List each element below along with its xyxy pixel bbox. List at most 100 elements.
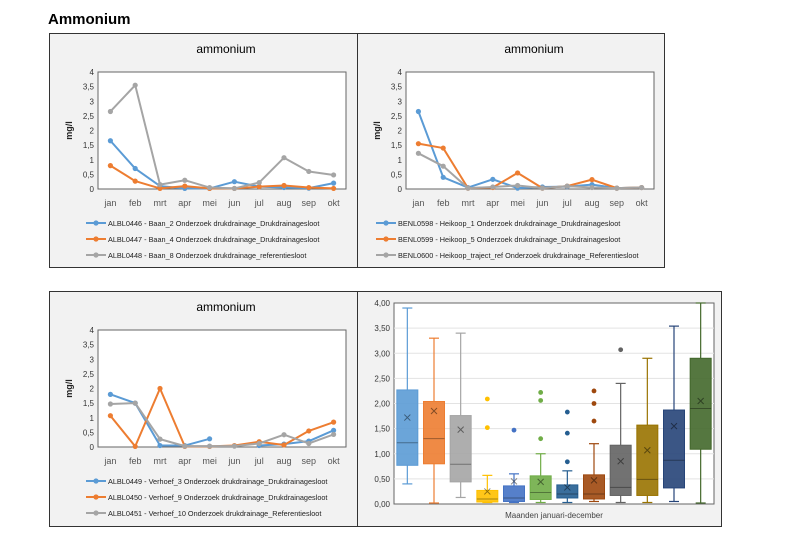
legend-label: ALBL0450 - Verhoef_9 Onderzoek drukdrain…: [108, 493, 327, 502]
box: [583, 474, 605, 500]
x-tick-label: apr: [486, 198, 499, 208]
data-point: [132, 178, 138, 184]
data-point: [490, 184, 496, 190]
y-tick-label: 1: [90, 156, 95, 165]
data-point: [107, 138, 113, 144]
mean-marker: [430, 407, 438, 415]
data-point: [231, 443, 237, 449]
x-tick-label: jul: [562, 198, 572, 208]
data-point: [564, 183, 570, 189]
box: [396, 389, 419, 466]
data-point: [639, 184, 645, 191]
outlier-point: [564, 459, 570, 465]
legend-marker: [93, 252, 99, 258]
y-tick-label: 1,50: [374, 425, 390, 434]
y-axis-label: mg/l: [64, 379, 74, 398]
data-point: [132, 400, 138, 406]
y-tick-label: 0: [398, 185, 403, 194]
data-point: [157, 442, 163, 449]
x-tick-label: jan: [103, 198, 116, 208]
data-point: [415, 150, 421, 156]
box: [636, 424, 659, 496]
line-chart-2: ammonium 0 0,5 1 1,5 2 2,5 3 3,5 4 mg/l jan feb mrt ap…: [372, 42, 655, 260]
legend-marker: [93, 478, 99, 484]
outlier-point: [484, 396, 490, 402]
data-point: [306, 428, 312, 434]
data-point: [515, 170, 521, 176]
mean-marker: [590, 477, 598, 484]
data-point: [440, 163, 446, 169]
box: [449, 415, 472, 483]
data-point: [107, 413, 113, 419]
y-tick-label: 2: [398, 127, 403, 136]
mean-marker: [697, 397, 705, 405]
series-line: [109, 140, 334, 190]
x-tick-label: apr: [178, 456, 191, 466]
legend-label: BENL0599 - Heikoop_5 Onderzoek drukdrain…: [398, 235, 620, 244]
y-tick-label: 1: [90, 414, 95, 423]
data-point: [157, 436, 163, 442]
data-point: [331, 427, 337, 433]
x-tick-label: mei: [202, 456, 217, 466]
mean-marker: [483, 488, 491, 495]
box: [503, 485, 525, 502]
legend-label: ALBL0449 - Verhoef_3 Onderzoek drukdrain…: [108, 477, 327, 486]
chart-panel-3: ammonium 0 0,5 1 1,5 2 2,5 3 3,5 4 mg/l jan feb mrt ap…: [49, 291, 358, 527]
data-point: [465, 185, 471, 191]
legend-label: BENL0598 - Heikoop_1 Onderzoek drukdrain…: [398, 219, 620, 228]
outlier-point: [538, 390, 544, 395]
y-tick-label: 3: [90, 97, 95, 106]
data-point: [132, 165, 138, 172]
box: [556, 484, 579, 499]
data-point: [107, 108, 113, 115]
box: [529, 475, 552, 500]
data-point: [231, 179, 237, 185]
y-tick-label: 4,00: [374, 299, 390, 308]
chart-title: ammonium: [504, 42, 563, 56]
outlier-point: [618, 347, 624, 353]
data-point: [490, 176, 496, 182]
data-point: [256, 440, 262, 447]
box-plot: 0,00 0,50 1,00 1,50 2,00 2,50 3,00 3,50 4,00 Maan…: [374, 299, 715, 520]
y-tick-label: 2,5: [83, 112, 95, 121]
data-point: [440, 145, 446, 151]
data-point: [107, 163, 113, 169]
x-tick-label: jun: [227, 456, 240, 466]
x-tick-label: jan: [411, 198, 424, 208]
data-point: [132, 443, 138, 450]
data-point: [331, 419, 337, 425]
chart-title: ammonium: [196, 42, 255, 56]
data-point: [256, 179, 262, 186]
y-tick-label: 3: [90, 355, 95, 364]
data-point: [107, 391, 113, 397]
y-tick-label: 1: [398, 156, 403, 165]
x-tick-label: mei: [202, 198, 217, 208]
series-line: [109, 84, 334, 190]
y-tick-label: 4: [90, 326, 95, 335]
x-tick-label: apr: [178, 198, 191, 208]
series-line: [110, 402, 334, 448]
y-tick-label: 2,5: [83, 370, 95, 379]
data-point: [614, 185, 620, 191]
y-tick-label: 0,5: [391, 170, 403, 179]
y-tick-label: 1,5: [391, 141, 403, 150]
data-point: [281, 432, 287, 438]
data-point: [440, 174, 446, 180]
data-point: [515, 182, 521, 189]
box: [609, 444, 632, 496]
legend-marker: [383, 220, 389, 226]
outlier-point: [484, 425, 490, 431]
legend-marker: [93, 510, 99, 516]
legend-label: ALBL0451 - Verhoef_10 Onderzoek drukdrai…: [108, 509, 321, 518]
y-axis-label: mg/l: [372, 121, 382, 140]
data-point: [415, 141, 421, 147]
legend-marker: [93, 236, 99, 242]
data-point: [207, 184, 213, 191]
plot-area: [405, 71, 655, 190]
x-tick-label: mei: [510, 198, 525, 208]
outlier-point: [591, 388, 597, 394]
data-point: [182, 443, 188, 449]
x-tick-label: aug: [276, 456, 291, 466]
line-chart-1: ammonium 0 0,5 1 1,5 2 2,5 3 3,5 4 mg/l jan feb mrt ap…: [64, 42, 347, 260]
y-tick-label: 1,5: [83, 141, 95, 150]
